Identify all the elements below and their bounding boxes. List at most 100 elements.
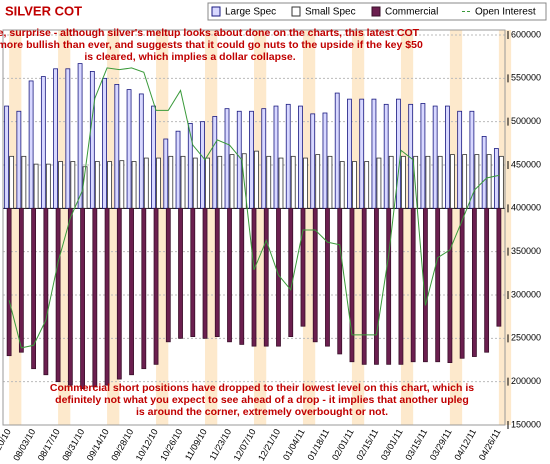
x-tick-label: 02/01/11	[330, 427, 356, 462]
bar	[187, 123, 193, 209]
bar	[55, 207, 61, 383]
legend-swatch	[371, 6, 381, 17]
bar	[327, 155, 333, 209]
bar	[4, 105, 10, 209]
bar	[310, 113, 316, 209]
plot-frame	[2, 29, 506, 426]
open-interest-line	[8, 67, 499, 349]
legend-swatch	[211, 6, 221, 17]
bar	[322, 112, 328, 209]
legend-label: Open Interest	[475, 7, 536, 18]
bar	[192, 157, 198, 209]
annotation: definitely not what you expect to see ah…	[55, 394, 469, 406]
bar	[361, 207, 367, 365]
bar	[432, 105, 438, 209]
x-tick-label: 08/17/10	[36, 427, 62, 462]
x-tick-label: 01/18/11	[305, 427, 331, 462]
bar	[474, 154, 480, 209]
bar	[484, 207, 490, 353]
bar	[131, 161, 137, 209]
bar	[288, 207, 294, 337]
x-tick-label: 04/26/11	[477, 427, 503, 462]
bar	[6, 207, 12, 357]
bar	[217, 155, 223, 209]
bar	[229, 154, 235, 209]
bar	[104, 207, 110, 386]
annotation: is cleared, which implies a dollar colla…	[84, 51, 295, 63]
bar	[457, 110, 463, 209]
bar	[445, 105, 450, 209]
x-tick-label: 02/15/11	[354, 427, 380, 462]
x-tick-label: 03/15/11	[403, 427, 429, 462]
x-tick-label: 04/12/11	[452, 427, 478, 462]
bar	[251, 207, 257, 347]
y2-tick-label: 400000	[511, 203, 541, 213]
bar	[200, 121, 205, 209]
bar	[266, 155, 272, 209]
bar	[413, 155, 419, 209]
y2-tick-label: 200000	[511, 376, 541, 386]
annotation: is around the corner, extremely overboug…	[136, 406, 388, 418]
bar	[126, 89, 132, 209]
bar	[493, 148, 499, 209]
bar	[224, 108, 230, 209]
marks	[4, 63, 504, 389]
bar	[45, 163, 51, 209]
bar	[359, 98, 365, 209]
bar	[374, 207, 379, 365]
bar	[178, 207, 183, 339]
bar	[16, 110, 22, 209]
bar	[190, 207, 196, 337]
bar	[227, 207, 232, 343]
bar	[339, 161, 345, 209]
bar	[70, 161, 76, 209]
x-tick-label: 03/01/11	[379, 427, 405, 462]
annotation: Surprise, surprise - although silver's m…	[0, 27, 420, 39]
legend: Large Spec Small Spec Commercial Open Inter…	[207, 2, 547, 21]
bar	[352, 161, 357, 209]
bar	[65, 68, 71, 209]
bar	[388, 155, 394, 209]
bar	[214, 207, 220, 337]
bar	[298, 105, 303, 209]
bar	[349, 207, 355, 363]
legend-label: Commercial	[385, 7, 438, 18]
bar	[496, 207, 502, 327]
bar	[53, 68, 58, 209]
bar	[278, 157, 284, 209]
bar	[138, 93, 144, 209]
bar	[92, 207, 98, 388]
bar	[396, 98, 401, 209]
bar	[28, 80, 34, 209]
bar	[498, 155, 504, 209]
bar	[261, 108, 267, 209]
x-tick-label: 08/03/10	[11, 427, 37, 462]
x-tick-label: 11/23/10	[207, 427, 233, 462]
bar	[462, 154, 468, 209]
bar	[151, 105, 156, 209]
band	[156, 30, 169, 425]
bar	[425, 155, 431, 209]
bar	[202, 207, 208, 339]
annotations: Surprise, surprise - although silver's m…	[0, 27, 474, 418]
bar	[168, 155, 174, 209]
bar	[364, 161, 370, 209]
bar	[469, 110, 475, 209]
x-tick-label: 09/28/10	[109, 427, 135, 462]
band	[474, 30, 487, 425]
y2-tick-label: 550000	[511, 73, 541, 83]
bar	[371, 98, 377, 209]
bar	[398, 207, 404, 365]
legend-swatch	[291, 6, 301, 17]
bar	[447, 207, 453, 363]
y2-tick-label: 150000	[511, 419, 541, 429]
bar	[450, 154, 455, 209]
bar	[300, 207, 306, 327]
bar	[325, 207, 330, 347]
x-tick-label: 09/14/10	[85, 427, 111, 462]
bar	[435, 207, 441, 363]
bar	[410, 207, 416, 363]
bar	[77, 63, 83, 209]
y2-tick-label: 300000	[511, 289, 541, 299]
